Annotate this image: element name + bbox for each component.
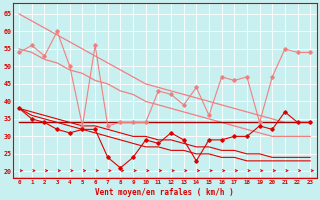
X-axis label: Vent moyen/en rafales ( km/h ): Vent moyen/en rafales ( km/h ) xyxy=(95,188,234,197)
